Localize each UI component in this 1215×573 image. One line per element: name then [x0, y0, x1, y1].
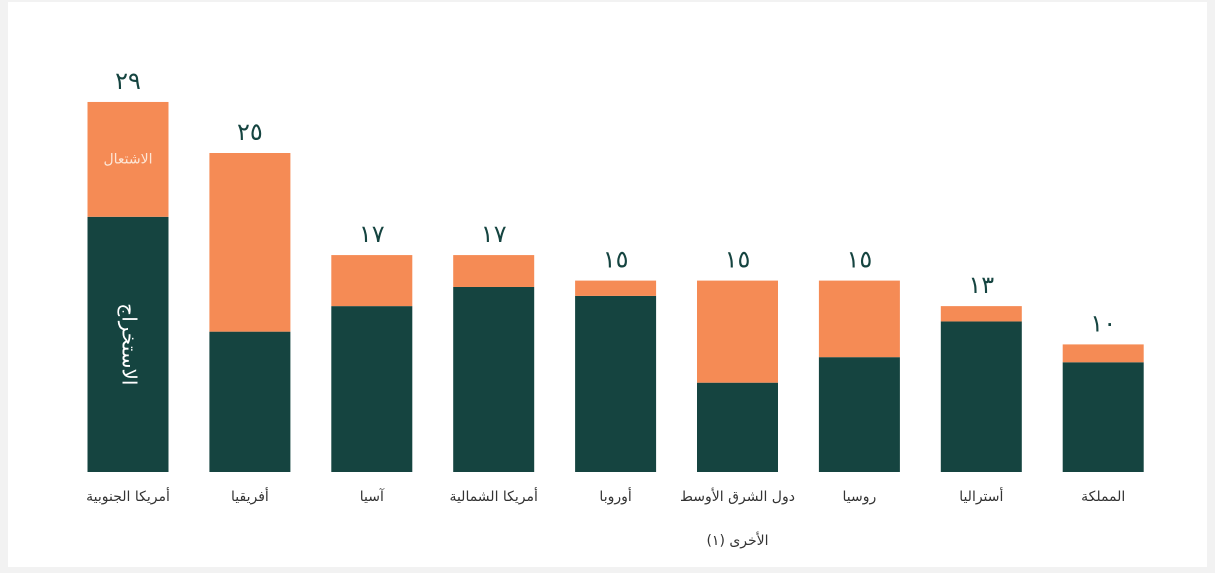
category-label: أستراليا: [959, 489, 1004, 505]
category-label: دول الشرق الأوسط الأخرى (١): [680, 489, 795, 549]
bar-segment: [697, 382, 778, 472]
bar-segment: [575, 295, 657, 472]
bar-segment: [940, 306, 1022, 322]
bar-segment: [331, 306, 413, 472]
bar-segment: [87, 216, 169, 472]
total-label: ١٧: [481, 220, 507, 248]
total-label: ١٠: [1090, 309, 1116, 337]
bar-segment: [209, 331, 291, 472]
bar-segment: [818, 357, 900, 472]
category-label: أفريقيا: [231, 489, 269, 505]
category-label: روسيا: [842, 489, 877, 505]
bar-segment: [575, 280, 657, 296]
bar-segment: [87, 101, 169, 217]
total-label: ١٧: [359, 220, 385, 248]
bar-segment: [1062, 344, 1144, 363]
bar-segment: [453, 255, 535, 287]
total-label: ١٥: [603, 246, 629, 274]
category-label: أمريكا الجنوبية: [86, 489, 170, 505]
category-label: أمريكا الشمالية: [449, 489, 538, 505]
total-label: ١٣: [968, 271, 994, 299]
bar-segment: [697, 280, 778, 383]
bar-segment: [331, 255, 413, 307]
total-label: ١٥: [725, 246, 751, 274]
category-label: المملكة: [1081, 489, 1126, 505]
series-label: الاستخراج: [118, 303, 142, 385]
total-label: ١٥: [847, 246, 873, 274]
category-label: أوروبا: [599, 489, 632, 505]
bar-segment: [209, 153, 291, 332]
bar-segment: [818, 280, 900, 358]
bar-segment: [1062, 362, 1144, 472]
series-label: الاشتعال: [103, 151, 152, 167]
total-label: ٢٩: [115, 67, 141, 95]
bar-segment: [453, 286, 535, 472]
bar-segment: [940, 321, 1022, 472]
category-label: آسيا: [359, 489, 384, 505]
total-label: ٢٥: [237, 118, 263, 146]
